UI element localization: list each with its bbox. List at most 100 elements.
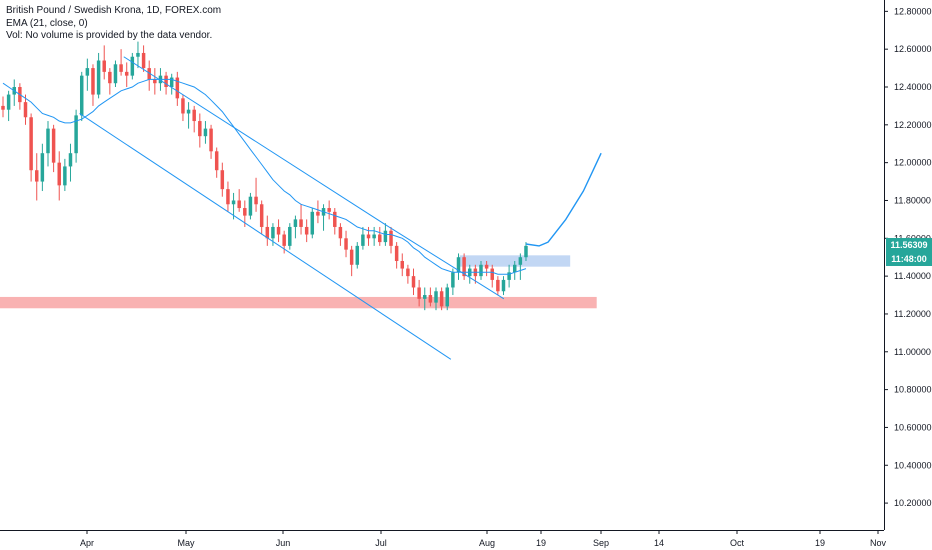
candle-body — [316, 211, 320, 216]
candle-body — [57, 162, 61, 186]
y-tick-label: 10.20000 — [894, 498, 932, 508]
candle-body — [451, 272, 455, 288]
candle-body — [34, 170, 39, 182]
candle-body — [68, 153, 73, 167]
candle-body — [439, 291, 444, 307]
candle-body — [518, 257, 523, 265]
x-tick-label: Jun — [276, 538, 291, 548]
chart-legend: British Pound / Swedish Krona, 1D, FOREX… — [6, 5, 221, 43]
candle-body — [203, 128, 208, 137]
candle-body — [400, 261, 405, 269]
chart-title: British Pound / Swedish Krona, 1D, FOREX… — [6, 5, 222, 16]
x-tick-label: 14 — [654, 538, 664, 548]
y-tick-label: 11.40000 — [894, 271, 931, 281]
candle-body — [304, 226, 309, 235]
candle-body — [175, 77, 180, 99]
y-tick-label: 12.60000 — [894, 44, 932, 54]
candle-body — [147, 68, 151, 80]
candle-body — [355, 245, 360, 265]
candle-body — [113, 64, 118, 84]
candle-body — [220, 170, 225, 190]
candle-body — [119, 64, 123, 72]
trend-line — [79, 113, 452, 360]
candle-body — [428, 295, 433, 303]
x-tick-label: 19 — [815, 538, 825, 548]
candle-body — [85, 68, 90, 76]
candle-body — [181, 98, 185, 114]
candle-body — [63, 166, 67, 186]
candle-body — [490, 268, 494, 280]
projection-curve — [525, 152, 602, 247]
y-tick-label: 12.40000 — [894, 82, 932, 92]
candle-body — [406, 268, 410, 277]
candle-body — [338, 226, 343, 239]
candle-body — [91, 68, 95, 95]
candle-body — [231, 200, 236, 205]
candle-body — [484, 264, 489, 269]
candle-body — [164, 75, 168, 87]
candle-body — [288, 226, 292, 246]
y-tick-label: 12.00000 — [894, 158, 932, 168]
candle-body — [29, 117, 33, 171]
candle-body — [74, 115, 78, 154]
y-tick-label: 10.60000 — [894, 422, 932, 432]
candles-layer — [1, 41, 528, 311]
candle-body — [153, 79, 157, 84]
candle-body — [214, 151, 219, 171]
candle-body — [349, 249, 354, 265]
candle-body — [507, 272, 511, 280]
candle-body — [282, 234, 286, 246]
candle-body — [6, 94, 11, 110]
candle-body — [411, 276, 416, 288]
x-tick-label: Aug — [479, 538, 495, 548]
countdown-tag: 11:48:00 — [886, 252, 932, 267]
candle-body — [372, 234, 376, 239]
candle-body — [512, 264, 517, 273]
volume-note: Vol: No volume is provided by the data v… — [6, 30, 213, 41]
candle-body — [209, 128, 213, 152]
candle-body — [40, 153, 45, 182]
candle-body — [124, 71, 129, 76]
y-tick-label: 11.00000 — [894, 347, 931, 357]
candle-body — [501, 279, 506, 292]
candle-body — [389, 230, 393, 246]
x-tick-label: Nov — [870, 538, 887, 548]
candle-body — [259, 204, 264, 227]
candle-body — [226, 189, 230, 205]
candle-body — [417, 287, 421, 299]
y-tick-label: 12.20000 — [894, 120, 932, 130]
candle-body — [243, 208, 247, 216]
candle-body — [344, 238, 348, 250]
y-tick-label: 12.80000 — [894, 6, 932, 16]
candle-body — [198, 121, 202, 137]
candle-body — [271, 226, 275, 239]
y-tick-label: 10.80000 — [894, 385, 932, 395]
candle-body — [136, 52, 140, 57]
x-tick-label: 19 — [536, 538, 546, 548]
candle-body — [46, 128, 50, 154]
candle-body — [299, 219, 303, 227]
candle-body — [394, 245, 399, 261]
candle-body — [108, 71, 112, 84]
ema-line — [2, 78, 527, 275]
candle-body — [479, 264, 483, 277]
candle-body — [456, 257, 461, 273]
candle-body — [276, 226, 281, 235]
candle-body — [378, 234, 382, 243]
candle-body — [96, 60, 101, 95]
zone-layer — [0, 255, 597, 309]
candle-body — [462, 257, 466, 277]
candle-body — [102, 60, 106, 72]
last-price-tag: 11.56309 — [886, 238, 932, 253]
candle-body — [265, 226, 270, 239]
candle-body — [51, 128, 56, 163]
candle-body — [445, 287, 449, 307]
ema-layer — [2, 78, 527, 275]
y-tick-label: 10.40000 — [894, 460, 932, 470]
candle-body — [383, 230, 388, 243]
candle-body — [248, 196, 253, 216]
candle-body — [79, 75, 84, 116]
candle-body — [141, 52, 146, 69]
x-tick-label: Oct — [730, 538, 745, 548]
